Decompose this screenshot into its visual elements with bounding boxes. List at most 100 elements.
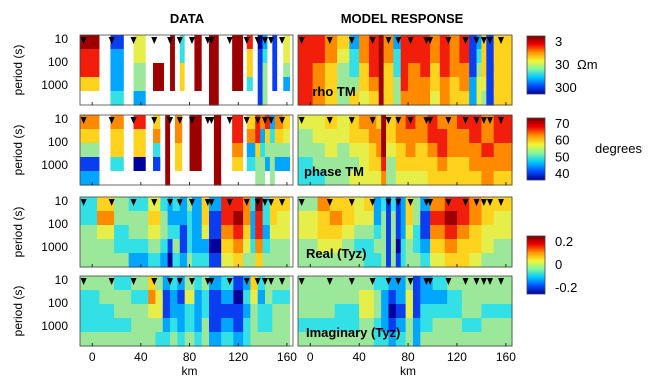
colorbar-unit: degrees [595,141,642,156]
heatmap-cell [165,171,171,186]
station-marker [176,117,183,124]
heatmap-cell [444,253,458,268]
heatmap-cell [191,197,203,212]
heatmap-cell [250,290,259,305]
station-marker [445,37,452,44]
heatmap-cell [177,290,186,305]
heatmap-cell [400,49,409,64]
station-marker [188,37,195,44]
heatmap-cell [283,91,290,106]
station-marker [326,199,333,206]
heatmap-cell [349,129,360,144]
heatmap-cell [269,239,278,254]
heatmap-cell [232,91,244,106]
heatmap-cell [368,143,377,158]
heatmap-cell [80,77,101,92]
heatmap-cell [170,157,176,172]
heatmap-cell [174,35,181,50]
data-heatmap-phase [79,114,294,186]
heatmap-cell [179,35,186,50]
heatmap-cell [486,49,495,64]
heatmap-cell [395,171,407,186]
heatmap-cell [155,276,164,291]
heatmap-cell [267,49,273,64]
station-marker [486,199,493,206]
heatmap-cell [354,225,365,240]
station-marker [473,278,480,285]
heatmap-cell [269,143,276,158]
colorbar-tick-label: 300 [555,80,577,95]
heatmap-cell [184,77,196,92]
heatmap-cell [191,211,203,226]
heatmap-cell [172,197,181,212]
x-tick-label: 0 [307,350,314,364]
colorbar-tick-label: 0.2 [555,234,573,249]
y-tick-label: 10 [55,32,69,46]
station-marker [226,117,233,124]
heatmap-cell [439,35,451,50]
heatmap-cell [243,332,251,347]
heatmap-cell [312,157,326,172]
model-column-title: MODEL RESPONSE [341,11,464,26]
heatmap-cell [430,63,441,78]
heatmap-cell [80,143,101,158]
heatmap-cell [123,49,135,64]
heatmap-cell [476,63,483,78]
model-heatmap-imag [297,275,513,347]
y-tick-label: 1000 [41,240,68,254]
heatmap-cell [133,49,147,64]
heatmap-cell [354,197,365,212]
heatmap-cell [381,332,390,347]
heatmap-cell [337,157,350,172]
heatmap-cell [265,143,271,158]
heatmap-cell [160,239,169,254]
heatmap-cell [415,157,429,172]
heatmap-cell [298,157,314,172]
station-marker [151,37,158,44]
heatmap-cell [189,143,203,158]
heatmap-cell [172,225,181,240]
x-tick-label: 160 [277,350,297,364]
heatmap-cell [461,332,483,347]
heatmap-cell [493,143,513,158]
heatmap-cell [481,129,495,144]
heatmap-cell [209,225,222,240]
heatmap-cell [364,239,375,254]
heatmap-cell [359,63,370,78]
heatmap-cell [469,129,483,144]
heatmap-cell [368,35,380,50]
heatmap-cell [201,35,210,50]
heatmap-cell [324,129,338,144]
heatmap-cell [260,157,266,172]
station-marker [279,37,286,44]
heatmap-cell [194,318,203,333]
heatmap-cell [437,115,448,130]
heatmap-cell [368,171,377,186]
heatmap-cell [430,77,441,92]
heatmap-cell [395,211,402,226]
heatmap-cell [232,115,244,130]
heatmap-cell [201,49,210,64]
station-marker [480,199,487,206]
heatmap-cell [412,225,421,240]
x-tick-label: 40 [134,350,148,364]
heatmap-cell [420,239,431,254]
heatmap-cell [97,225,115,240]
heatmap-cell [148,239,161,254]
heatmap-cell [194,91,203,106]
heatmap-cell [145,63,154,78]
heatmap-cell [395,129,407,144]
heatmap-cell [191,253,203,268]
heatmap-cell [317,225,331,240]
station-marker [268,278,275,285]
heatmap-cell [274,129,284,144]
heatmap-cell [272,77,278,92]
heatmap-cell [170,143,176,158]
heatmap-cell [194,304,203,319]
heatmap-cell [449,49,461,64]
heatmap-cell [486,91,495,106]
heatmap-cell [427,129,438,144]
heatmap-cell [381,171,387,186]
station-marker [108,37,115,44]
heatmap-cell [262,211,271,226]
